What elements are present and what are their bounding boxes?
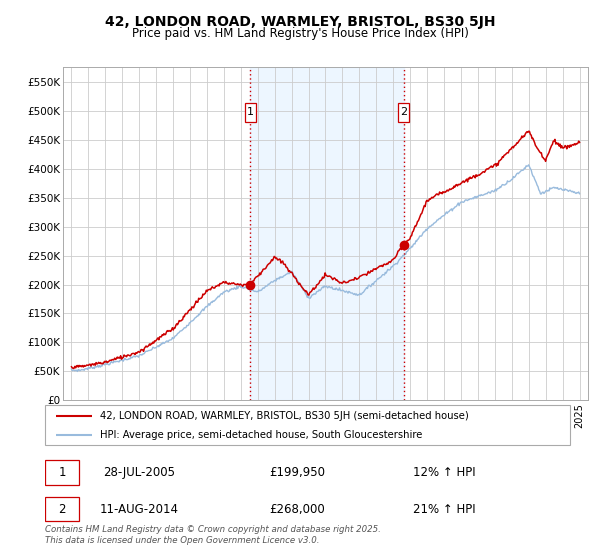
Text: 28-JUL-2005: 28-JUL-2005	[104, 466, 176, 479]
Text: 1: 1	[58, 466, 66, 479]
Text: 2: 2	[400, 107, 407, 117]
FancyBboxPatch shape	[45, 497, 79, 521]
Text: Contains HM Land Registry data © Crown copyright and database right 2025.
This d: Contains HM Land Registry data © Crown c…	[45, 525, 381, 545]
FancyBboxPatch shape	[45, 460, 79, 485]
FancyBboxPatch shape	[245, 102, 256, 122]
Text: 1: 1	[247, 107, 254, 117]
Text: £199,950: £199,950	[269, 466, 325, 479]
Text: £268,000: £268,000	[269, 502, 325, 516]
Text: HPI: Average price, semi-detached house, South Gloucestershire: HPI: Average price, semi-detached house,…	[100, 430, 422, 440]
Text: 12% ↑ HPI: 12% ↑ HPI	[413, 466, 475, 479]
FancyBboxPatch shape	[398, 102, 409, 122]
Text: 21% ↑ HPI: 21% ↑ HPI	[413, 502, 475, 516]
Text: 42, LONDON ROAD, WARMLEY, BRISTOL, BS30 5JH (semi-detached house): 42, LONDON ROAD, WARMLEY, BRISTOL, BS30 …	[100, 411, 469, 421]
Text: Price paid vs. HM Land Registry's House Price Index (HPI): Price paid vs. HM Land Registry's House …	[131, 27, 469, 40]
FancyBboxPatch shape	[45, 405, 570, 445]
Bar	[250, 67, 404, 400]
Text: 2: 2	[58, 502, 66, 516]
Text: 11-AUG-2014: 11-AUG-2014	[100, 502, 179, 516]
Text: 42, LONDON ROAD, WARMLEY, BRISTOL, BS30 5JH: 42, LONDON ROAD, WARMLEY, BRISTOL, BS30 …	[105, 15, 495, 29]
